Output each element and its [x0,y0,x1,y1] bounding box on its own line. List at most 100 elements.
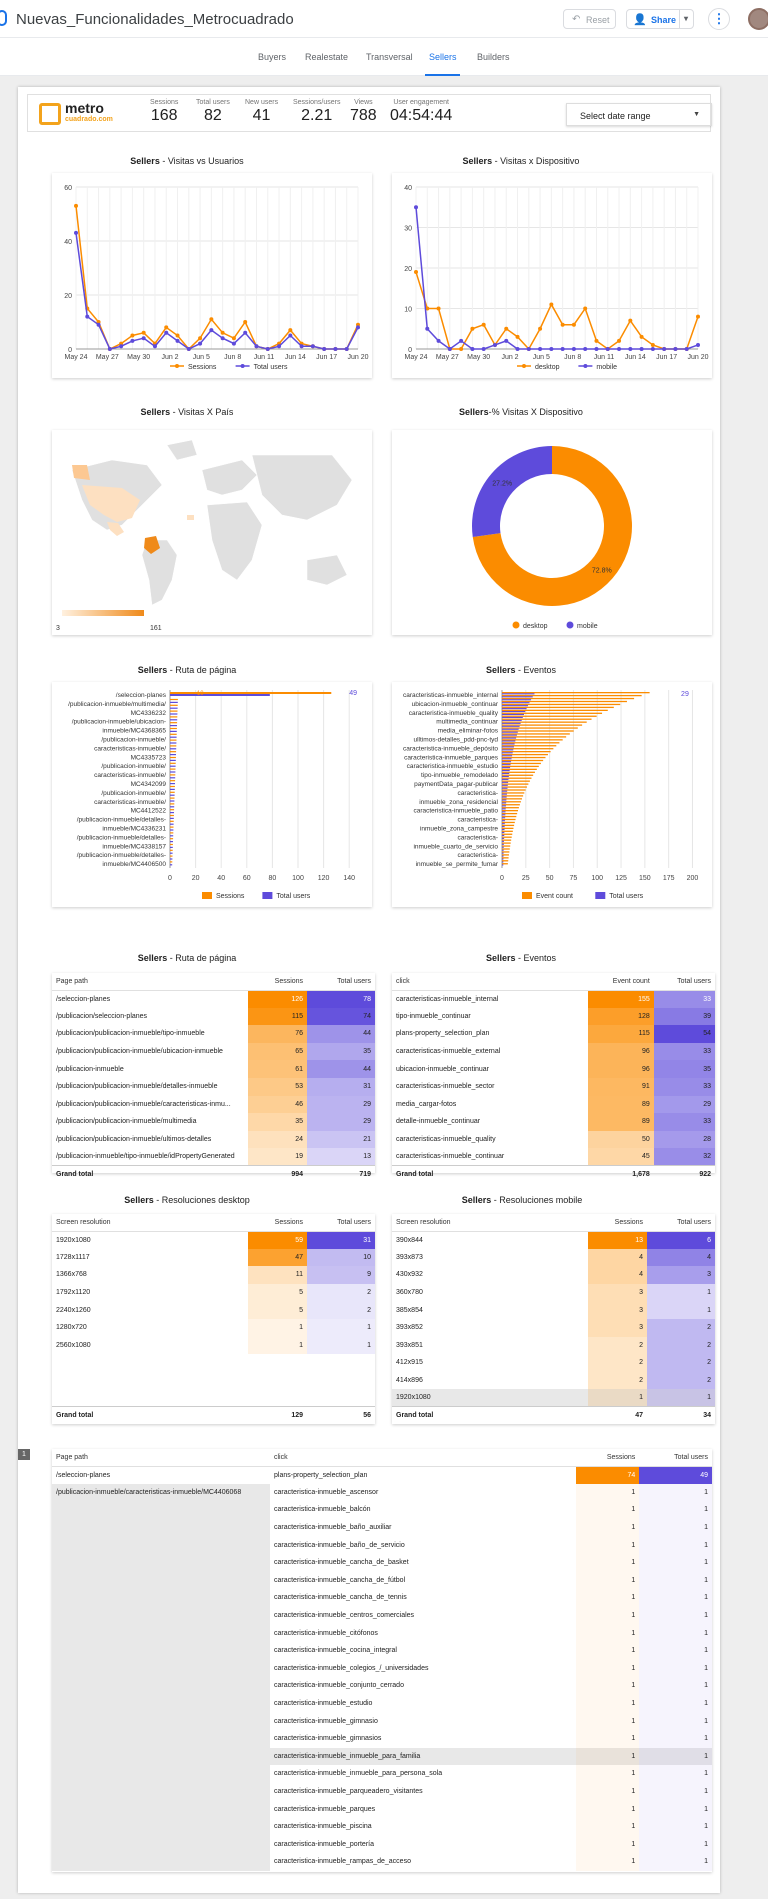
column-header[interactable]: Sessions [576,1449,640,1467]
table-row[interactable]: caracteristicas-inmueble_quality 50 28 [392,1130,715,1149]
table-row[interactable]: /publicacion/publicacion-inmueble/multim… [52,1113,375,1131]
table-row[interactable]: 2240x1260 5 2 [52,1301,375,1319]
data-point [333,347,338,351]
table-row[interactable]: 430x932 4 3 [392,1266,715,1284]
share-button[interactable]: 👤 Share ▾ [626,9,694,29]
table-row[interactable]: /publicacion-inmueble/tipo-inmueble/idPr… [52,1148,375,1166]
cell-metric-2: 44 [307,1060,375,1078]
column-header[interactable]: Sessions [248,973,308,991]
tab-realestate[interactable]: Realestate [305,52,349,62]
column-header[interactable]: Total users [307,1214,375,1232]
table-row[interactable]: 393x873 4 4 [392,1248,715,1267]
table-row[interactable]: caracteristica-inmueble_portería 1 1 [52,1835,712,1854]
tab-sellers[interactable]: Sellers [429,52,457,62]
avatar[interactable] [748,8,768,30]
table-row[interactable]: caracteristica-inmueble_piscina 1 1 [52,1817,712,1836]
table-row[interactable]: caracteristica-inmueble_rampas_de_acceso… [52,1853,712,1871]
bar-event-count [502,762,541,765]
column-header[interactable]: Total users [307,973,375,991]
tab-transversal[interactable]: Transversal [366,52,413,62]
table-row[interactable]: /publicacion/publicacion-inmueble/detall… [52,1077,375,1096]
more-options-icon[interactable]: ⋮ [708,8,730,30]
column-header[interactable]: Screen resolution [392,1214,588,1232]
table-row[interactable]: caracteristica-inmueble_gimnasios 1 1 [52,1729,712,1748]
column-header[interactable]: Total users [653,973,715,991]
column-header[interactable]: Sessions [588,1214,648,1232]
table-row[interactable]: caracteristica-inmueble_parques 1 1 [52,1800,712,1818]
table-row[interactable]: caracteristica-inmueble_baño_de_servicio… [52,1536,712,1554]
data-point [425,306,430,311]
table-row[interactable]: caracteristica-inmueble_baño_auxiliar 1 1 [52,1518,712,1537]
table-row[interactable]: caracteristica-inmueble_citófonos 1 1 [52,1624,712,1642]
column-header[interactable]: Page path [52,1449,270,1467]
y-category-label: caracteristica-inmueble_parques [404,754,499,761]
table-row[interactable]: caracteristica-inmueble_centros_comercia… [52,1606,712,1625]
table-row[interactable]: ubicacion-inmueble_continuar 96 35 [392,1060,715,1078]
column-header[interactable]: click [392,973,588,991]
reset-button[interactable]: ↶ Reset [563,9,616,29]
table-row[interactable]: media_cargar-fotos 89 29 [392,1095,715,1114]
table-row[interactable]: caracteristica-inmueble_inmueble_para_fa… [52,1747,712,1766]
tab-builders[interactable]: Builders [477,52,510,62]
table-row[interactable]: caracteristicas-inmueble_sector 91 33 [392,1077,715,1096]
table-row[interactable]: 1728x1117 47 10 [52,1248,375,1267]
table-row[interactable]: caracteristica-inmueble_inmueble_para_pe… [52,1765,712,1783]
table-row[interactable]: caracteristica-inmueble_estudio 1 1 [52,1694,712,1713]
column-header[interactable]: Screen resolution [52,1214,248,1232]
table-row[interactable]: /seleccion-planes 126 78 [52,990,375,1008]
table-row[interactable]: caracteristica-inmueble_balcón 1 1 [52,1501,712,1519]
table-row[interactable]: caracteristicas-inmueble_continuar 45 32 [392,1148,715,1166]
cell-metric-1: 1 [576,1712,640,1730]
table-row[interactable]: caracteristicas-inmueble_internal 155 33 [392,990,715,1008]
table-row[interactable]: tipo-inmueble_continuar 128 39 [392,1007,715,1026]
table-row[interactable]: /publicacion/publicacion-inmueble/caract… [52,1095,375,1114]
slice-label: 72.8% [592,567,612,574]
tab-buyers[interactable]: Buyers [258,52,287,62]
bar-event-count [502,818,516,821]
table-row[interactable]: caracteristicas-inmueble_external 96 33 [392,1042,715,1061]
date-range-selector[interactable]: Select date range ▼ [566,103,712,126]
table-row[interactable]: 1366x768 11 9 [52,1266,375,1284]
table-row[interactable]: 1280x720 1 1 [52,1318,375,1337]
table-row[interactable]: /seleccion-planes plans-property_selectio… [52,1466,712,1484]
table-row[interactable]: caracteristica-inmueble_cancha_de_tennis… [52,1589,712,1607]
table-row[interactable]: 2560x1080 1 1 [52,1336,375,1355]
table-row[interactable]: 385x854 3 1 [392,1301,715,1319]
table-row[interactable]: /publicacion/publicacion-inmueble/ubicac… [52,1042,375,1061]
table-row[interactable]: 414x896 2 2 [392,1371,715,1390]
table-row[interactable]: 393x851 2 2 [392,1336,715,1355]
table-row[interactable]: plans-property_selection_plan 115 54 [392,1025,715,1043]
table-row[interactable]: /publicacion-inmueble/caracteristicas-in… [52,1483,712,1502]
report-title[interactable]: Nuevas_Funcionalidades_Metrocuadrado [16,11,294,28]
table-row[interactable]: caracteristica-inmueble_parqueadero_visi… [52,1782,712,1801]
table-row[interactable]: detalle-inmueble_continuar 89 33 [392,1113,715,1131]
column-header[interactable]: Sessions [248,1214,308,1232]
table-row[interactable]: /publicacion-inmueble 61 44 [52,1060,375,1078]
column-header[interactable]: Total users [647,1214,715,1232]
table-row[interactable]: caracteristica-inmueble_cancha_de_fútbol… [52,1571,712,1590]
table-row[interactable]: /publicacion/seleccion-planes 115 74 [52,1007,375,1026]
table-row[interactable]: /publicacion/publicacion-inmueble/tipo-i… [52,1025,375,1043]
y-category-label: caracteristicas-inmueble_internal [403,692,499,699]
table-row[interactable]: caracteristica-inmueble_cocina_integral 1… [52,1641,712,1660]
column-header[interactable]: Event count [588,973,654,991]
column-header[interactable]: Total users [639,1449,712,1467]
bar-users [502,708,527,710]
table-row[interactable]: 360x780 3 1 [392,1283,715,1302]
table-row[interactable]: caracteristica-inmueble_gimnasio 1 1 [52,1712,712,1730]
column-header[interactable]: Page path [52,973,248,991]
table-row[interactable]: 1920x1080 1 1 [392,1389,715,1407]
table-row[interactable]: 393x852 3 2 [392,1318,715,1337]
x-tick-label: 80 [269,875,277,882]
table-row[interactable]: caracteristica-inmueble_colegios_/_unive… [52,1659,712,1678]
table-row[interactable]: 390x844 13 6 [392,1231,715,1249]
chevron-down-icon[interactable]: ▾ [684,14,689,23]
table-row[interactable]: /publicacion/publicacion-inmueble/ultimo… [52,1130,375,1149]
table-row[interactable]: 1920x1080 59 31 [52,1231,375,1249]
column-header[interactable]: click [270,1449,576,1467]
table-row[interactable]: caracteristica-inmueble_conjunto_cerrado… [52,1677,712,1695]
bar-small [170,730,177,732]
table-row[interactable]: 412x915 2 2 [392,1354,715,1372]
table-row[interactable]: 1792x1120 5 2 [52,1283,375,1302]
table-row[interactable]: caracteristica-inmueble_cancha_de_basket… [52,1553,712,1572]
